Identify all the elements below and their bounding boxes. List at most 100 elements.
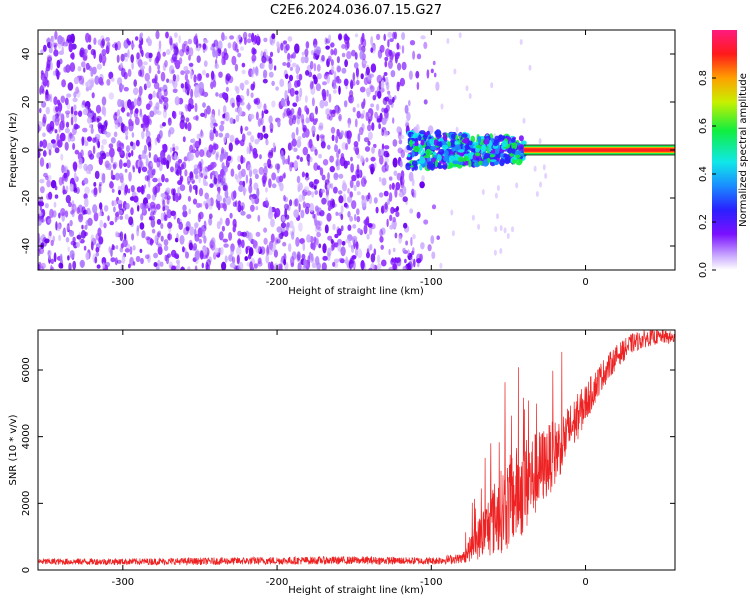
heatmap-cell (353, 141, 359, 147)
heatmap-cell (501, 140, 508, 148)
heatmap-cell (522, 117, 526, 124)
heatmap-cell (136, 97, 142, 107)
heatmap-cell (154, 234, 157, 244)
heatmap-cell (138, 69, 143, 77)
heatmap-cell (319, 134, 325, 139)
heatmap-cell (63, 66, 68, 73)
heatmap-cell (316, 207, 322, 213)
heatmap-cell (441, 144, 449, 150)
heatmap-cell (160, 150, 166, 160)
heatmap-cell (114, 118, 119, 125)
heatmap-cell (133, 98, 138, 107)
heatmap-cell (53, 252, 57, 263)
heatmap-cell (378, 192, 384, 198)
heatmap-cell (299, 156, 303, 162)
heatmap-cell (196, 73, 202, 82)
heatmap-cell (237, 204, 242, 213)
heatmap-cell (340, 213, 344, 220)
heatmap-cell (378, 123, 381, 130)
heatmap-cell (154, 75, 157, 84)
heatmap-cell (313, 48, 317, 54)
heatmap-cell (405, 240, 408, 246)
heatmap-cell (515, 154, 521, 159)
heatmap-cell (390, 70, 396, 78)
heatmap-cell (375, 206, 379, 214)
heatmap-cell (210, 237, 216, 246)
heatmap-cell (383, 72, 388, 76)
heatmap-cell (175, 170, 179, 175)
heatmap-cell (225, 132, 230, 139)
heatmap-cell (397, 62, 402, 71)
heatmap-cell (160, 223, 164, 229)
heatmap-cell (234, 85, 238, 92)
heatmap-cell (64, 97, 69, 106)
heatmap-cell (305, 114, 309, 124)
heatmap-cell (124, 184, 128, 194)
heatmap-cell (507, 147, 513, 154)
heatmap-cell (296, 74, 299, 80)
heatmap-cell (464, 145, 469, 149)
heatmap-cell (146, 115, 151, 125)
heatmap-cell (438, 148, 445, 155)
heatmap-cell (494, 226, 498, 233)
heatmap-cell (39, 140, 43, 148)
heatmap-cell (83, 245, 87, 251)
heatmap-cell (138, 43, 142, 49)
spectrogram-ylabel: Frequency (Hz) (8, 112, 19, 188)
heatmap-cell (247, 164, 252, 172)
heatmap-cell (46, 38, 52, 44)
heatmap-cell (117, 122, 121, 128)
heatmap-cell (356, 208, 360, 216)
heatmap-cell (283, 194, 286, 202)
heatmap-cell (133, 195, 139, 203)
heatmap-cell (69, 62, 76, 72)
heatmap-cell (332, 199, 335, 209)
heatmap-cell (349, 179, 354, 189)
heatmap-cell (444, 150, 449, 157)
heatmap-cell (511, 142, 518, 150)
heatmap-cell (70, 33, 75, 44)
heatmap-cell (163, 239, 169, 246)
heatmap-cell (169, 65, 175, 75)
heatmap-cell (494, 135, 500, 141)
heatmap-cell (408, 171, 414, 182)
heatmap-cell (215, 49, 218, 59)
heatmap-cell (493, 161, 499, 166)
heatmap-cell (384, 201, 388, 210)
heatmap-cell (250, 92, 254, 98)
heatmap-cell (519, 146, 523, 150)
heatmap-cell (239, 101, 245, 106)
heatmap-cell (330, 239, 334, 244)
heatmap-cell (127, 49, 130, 58)
heatmap-cell (503, 227, 507, 234)
heatmap-cell (336, 165, 340, 171)
heatmap-cell (347, 211, 351, 218)
heatmap-cell (213, 122, 218, 127)
heatmap-cell (326, 114, 331, 120)
heatmap-cell (354, 118, 358, 128)
heatmap-cell (262, 128, 266, 133)
heatmap-cell (311, 125, 316, 135)
heatmap-cell (259, 154, 262, 160)
heatmap-cell (355, 241, 359, 250)
heatmap-cell (341, 67, 347, 74)
heatmap-cell (383, 145, 390, 150)
heatmap-cell (198, 211, 204, 220)
heatmap-cell (39, 107, 42, 114)
heatmap-cell (263, 166, 268, 176)
heatmap-cell (399, 77, 405, 87)
heatmap-cell (111, 188, 115, 193)
heatmap-cell (132, 166, 135, 173)
heatmap-cell (319, 99, 325, 109)
heatmap-cell (250, 145, 253, 152)
heatmap-cell (383, 190, 389, 197)
heatmap-cell (76, 241, 80, 248)
heatmap-cell (193, 168, 199, 175)
heatmap-cell (128, 216, 134, 226)
heatmap-cell (80, 229, 87, 239)
heatmap-cell (330, 42, 335, 48)
heatmap-cell (228, 254, 234, 262)
heatmap-cell (336, 128, 340, 137)
heatmap-cell (360, 73, 364, 80)
heatmap-cell (412, 50, 416, 60)
